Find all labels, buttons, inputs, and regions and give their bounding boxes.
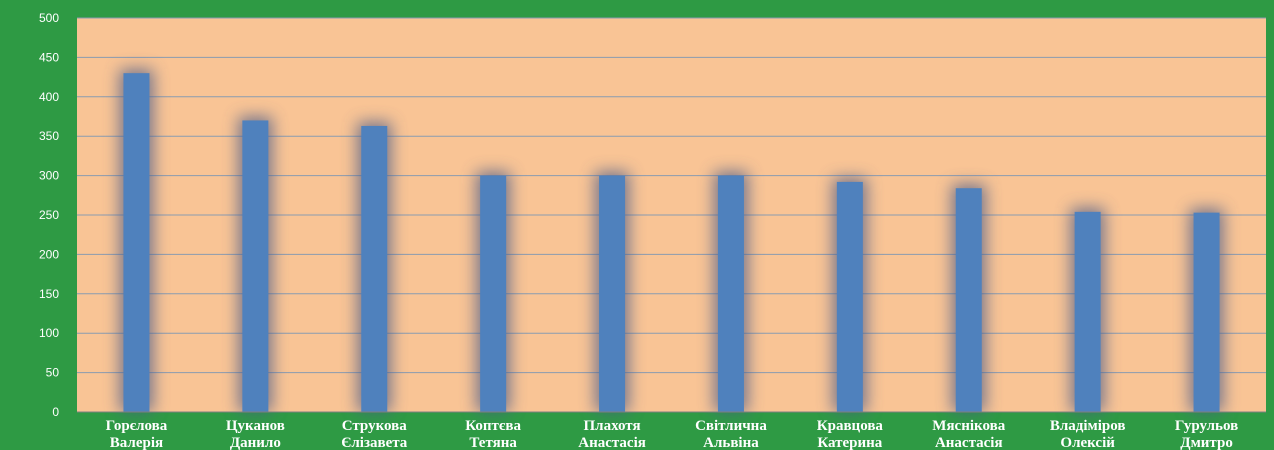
x-tick-label: Коптєва Тетяна bbox=[465, 418, 521, 450]
x-tick-label: Мяснікова Анастасія bbox=[932, 418, 1005, 450]
bar bbox=[836, 181, 863, 412]
x-tick-label-line: Альвіна bbox=[703, 435, 759, 450]
y-tick-label-0: 0 bbox=[52, 405, 59, 419]
x-tick-label-line: Олексій bbox=[1060, 435, 1115, 450]
bar bbox=[123, 73, 150, 412]
y-tick-label-200: 200 bbox=[39, 247, 59, 261]
x-tick-label-line: Тетяна bbox=[469, 435, 517, 450]
x-tick-label-line: Цуканов bbox=[226, 418, 285, 434]
bar bbox=[717, 175, 744, 412]
x-tick-label: Плахотя Анастасія bbox=[578, 418, 646, 450]
x-tick-label: Струкова Єлізавета bbox=[341, 418, 408, 450]
x-tick-label-line: Коптєва bbox=[465, 418, 521, 434]
x-tick-label-line: Анастасія bbox=[578, 435, 646, 450]
bar bbox=[361, 125, 388, 413]
y-tick-label-250: 250 bbox=[39, 208, 59, 222]
bar bbox=[480, 175, 507, 412]
bar bbox=[1074, 211, 1101, 412]
x-tick-label: Гурульов Дмитро bbox=[1175, 418, 1238, 450]
x-tick-label-line: Катерина bbox=[817, 435, 882, 450]
y-axis-ticks: 0 50 100 150 200 250 300 350 400 450 500 bbox=[39, 11, 59, 419]
y-tick-label-450: 450 bbox=[39, 50, 59, 64]
x-tick-label-line: Кравцова bbox=[817, 418, 884, 434]
y-tick-label-500: 500 bbox=[39, 11, 59, 25]
x-tick-label-line: Єлізавета bbox=[341, 435, 408, 450]
x-tick-label: Цуканов Данило bbox=[226, 418, 285, 450]
x-tick-label: Владіміров Олексій bbox=[1050, 418, 1126, 450]
bar bbox=[242, 120, 269, 412]
x-tick-label: Кравцова Катерина bbox=[817, 418, 884, 450]
x-tick-label-line: Дмитро bbox=[1180, 435, 1233, 450]
x-tick-label-line: Анастасія bbox=[935, 435, 1003, 450]
x-tick-label-line: Владіміров bbox=[1050, 418, 1126, 434]
y-tick-label-50: 50 bbox=[46, 366, 60, 380]
bar bbox=[955, 188, 982, 412]
x-tick-label-line: Плахотя bbox=[583, 418, 640, 434]
y-tick-label-400: 400 bbox=[39, 90, 59, 104]
x-tick-label-line: Струкова bbox=[342, 418, 408, 434]
bar bbox=[1193, 212, 1220, 412]
y-tick-label-150: 150 bbox=[39, 287, 59, 301]
x-tick-label-line: Світлична bbox=[695, 418, 767, 434]
x-tick-label-line: Данило bbox=[230, 435, 281, 450]
x-tick-label: Горєлова Валерія bbox=[106, 418, 168, 450]
bar bbox=[599, 175, 626, 412]
gridlines bbox=[77, 17, 1266, 374]
bars bbox=[123, 73, 1220, 413]
x-tick-label-line: Мяснікова bbox=[932, 418, 1005, 434]
x-axis-ticks: Горєлова Валерія Цуканов Данило Струкова Єліз… bbox=[106, 418, 1239, 450]
y-tick-label-350: 350 bbox=[39, 129, 59, 143]
x-tick-label: Світлична Альвіна bbox=[695, 418, 767, 450]
x-tick-label-line: Валерія bbox=[110, 435, 163, 450]
y-tick-label-300: 300 bbox=[39, 169, 59, 183]
y-tick-label-100: 100 bbox=[39, 326, 59, 340]
x-tick-label-line: Гурульов bbox=[1175, 418, 1238, 434]
x-tick-label-line: Горєлова bbox=[106, 418, 168, 434]
